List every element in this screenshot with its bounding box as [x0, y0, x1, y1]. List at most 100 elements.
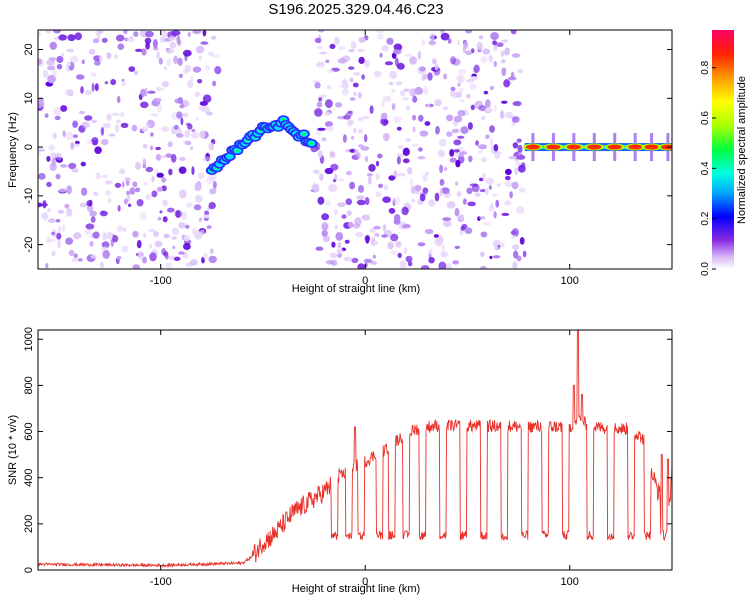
noise-blob: [150, 113, 160, 117]
noise-blob: [38, 31, 42, 37]
noise-blob: [496, 183, 502, 187]
noise-blob: [497, 151, 502, 155]
noise-blob: [73, 253, 78, 259]
noise-blob: [65, 237, 74, 245]
noise-blob: [190, 259, 198, 266]
noise-blob: [358, 36, 366, 43]
noise-blob: [443, 167, 448, 171]
noise-blob: [321, 213, 330, 221]
noise-blob: [485, 99, 491, 108]
noise-blob: [48, 218, 56, 223]
noise-blob: [167, 207, 175, 213]
noise-blob: [38, 58, 42, 65]
noise-blob: [163, 233, 170, 239]
noise-blob: [393, 218, 401, 225]
noise-blob: [348, 49, 355, 53]
noise-blob: [101, 241, 110, 249]
noise-blob: [100, 127, 105, 136]
noise-blob: [64, 203, 70, 209]
noise-blob: [159, 155, 166, 159]
noise-blob: [156, 86, 160, 92]
noise-blob: [155, 169, 159, 174]
noise-blob: [409, 178, 414, 187]
noise-blob: [54, 157, 61, 161]
noise-blob: [75, 140, 80, 145]
noise-blob: [190, 132, 200, 139]
noise-blob: [56, 232, 62, 240]
noise-blob: [438, 138, 447, 147]
noise-blob: [208, 142, 215, 151]
noise-blob: [484, 188, 489, 195]
noise-blob: [410, 198, 416, 203]
noise-blob: [373, 70, 382, 78]
noise-blob: [341, 214, 347, 219]
noise-blob: [470, 104, 475, 111]
noise-blob: [346, 170, 352, 176]
noise-blob: [127, 203, 132, 208]
noise-blob: [347, 119, 355, 125]
signal-track-peak: [309, 141, 314, 145]
noise-blob: [337, 178, 345, 182]
noise-blob: [469, 183, 478, 187]
noise-blob: [412, 95, 418, 103]
noise-blob: [389, 70, 397, 79]
noise-blob: [142, 143, 148, 149]
noise-blob: [514, 100, 522, 107]
noise-blob: [145, 42, 150, 50]
noise-blob: [489, 125, 495, 133]
x-tick-label: -100: [150, 275, 172, 287]
noise-blob: [67, 61, 71, 67]
snr-frame: [37, 329, 673, 571]
noise-blob: [187, 31, 191, 37]
noise-blob: [122, 227, 127, 232]
noise-blob: [387, 241, 394, 250]
noise-blob: [397, 145, 404, 150]
noise-blob: [511, 116, 520, 123]
noise-blob: [366, 173, 373, 177]
signal-burst: [546, 144, 561, 150]
noise-blob: [459, 214, 465, 221]
noise-blob: [202, 30, 207, 37]
noise-blob: [191, 129, 196, 132]
noise-blob: [133, 70, 139, 76]
noise-blob: [488, 185, 492, 190]
noise-blob: [414, 86, 424, 95]
noise-blob: [313, 169, 320, 175]
noise-blob: [393, 43, 403, 51]
noise-blob: [195, 45, 205, 54]
noise-blob: [182, 252, 189, 259]
noise-blob: [381, 45, 390, 52]
noise-blob: [110, 79, 117, 86]
noise-blob: [451, 128, 460, 134]
noise-blob: [129, 187, 136, 195]
noise-blob: [439, 178, 445, 186]
noise-blob: [179, 157, 186, 161]
noise-blob: [80, 161, 87, 167]
noise-blob: [430, 32, 435, 42]
noise-blob: [517, 144, 523, 154]
colorbar-tick-label: 0.2: [700, 211, 711, 225]
noise-blob: [372, 254, 376, 259]
noise-blob: [457, 76, 463, 83]
noise-blob: [135, 48, 143, 53]
noise-blob: [445, 190, 450, 194]
noise-blob: [84, 229, 91, 235]
noise-blob: [342, 134, 347, 143]
noise-blob: [461, 224, 468, 229]
noise-blob: [442, 220, 452, 227]
noise-blob: [94, 146, 102, 154]
noise-blob: [337, 202, 346, 208]
noise-blob: [507, 76, 517, 81]
noise-blob: [396, 62, 405, 70]
noise-blob: [178, 73, 184, 78]
signal-burst: [587, 144, 602, 150]
noise-blob: [493, 144, 499, 152]
noise-blob: [381, 234, 388, 238]
noise-blob: [500, 50, 505, 57]
noise-blob: [467, 201, 476, 207]
noise-blob: [419, 193, 426, 202]
noise-blob: [157, 103, 162, 113]
noise-blob: [211, 54, 220, 58]
noise-blob: [62, 130, 66, 138]
